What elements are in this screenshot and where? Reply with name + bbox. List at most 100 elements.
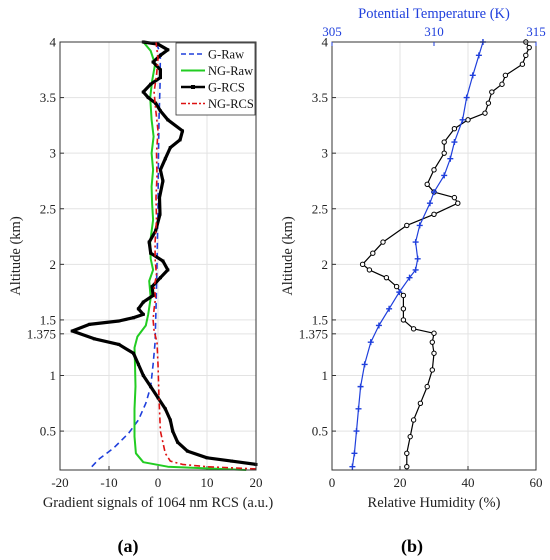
data-point xyxy=(351,450,358,457)
data-point xyxy=(441,139,447,145)
y-axis-label: Altitude (km) xyxy=(8,216,24,296)
x-axis-label: Gradient signals of 1064 nm RCS (a.u.) xyxy=(43,495,274,511)
data-point xyxy=(407,433,413,440)
data-point xyxy=(230,459,233,463)
data-point xyxy=(499,81,505,87)
data-point xyxy=(163,407,167,411)
data-point xyxy=(400,292,407,299)
legend: G-Raw NG-Raw G-RCS NG-RCS xyxy=(175,42,256,116)
data-point xyxy=(523,52,529,59)
plot-area xyxy=(332,42,536,470)
data-point xyxy=(181,129,184,133)
data-point xyxy=(92,337,96,341)
data-point xyxy=(414,255,421,262)
data-point xyxy=(361,361,368,368)
data-point xyxy=(519,61,526,67)
data-point xyxy=(158,53,162,57)
data-point xyxy=(161,179,165,183)
data-point xyxy=(156,42,160,46)
data-point xyxy=(149,385,153,389)
data-point xyxy=(412,239,419,246)
data-point xyxy=(451,126,458,132)
data-point xyxy=(393,283,400,290)
data-point xyxy=(168,146,172,150)
legend-entry: G-Raw xyxy=(208,48,244,62)
data-point xyxy=(117,342,121,346)
y-tick-label: 3 xyxy=(50,146,57,161)
data-point xyxy=(141,312,145,316)
series-ng-raw-line xyxy=(133,41,247,471)
data-point xyxy=(171,429,175,433)
data-point xyxy=(151,293,155,297)
data-point xyxy=(424,181,430,187)
data-point xyxy=(463,94,470,101)
data-point xyxy=(132,351,135,355)
data-point xyxy=(158,212,162,216)
x2-tick-label: 310 xyxy=(424,24,444,39)
data-point xyxy=(396,289,403,296)
y-tick-label: 3.5 xyxy=(312,90,328,105)
data-point xyxy=(205,456,209,460)
y-tick-label: 1 xyxy=(50,368,57,383)
y-tick-label: 0.5 xyxy=(40,424,56,439)
data-point xyxy=(431,330,437,336)
data-point xyxy=(451,194,458,201)
data-point xyxy=(475,52,482,59)
y-tick-label: 1.375 xyxy=(27,326,56,341)
y-tick-label: 1 xyxy=(322,368,329,383)
data-point xyxy=(163,157,167,161)
x-tick-label: 60 xyxy=(530,475,543,490)
data-point xyxy=(404,450,410,457)
y-tick-label: 2.5 xyxy=(40,201,56,216)
data-point xyxy=(166,118,170,122)
data-point xyxy=(404,463,410,470)
data-point xyxy=(176,440,180,444)
legend-entry: NG-Raw xyxy=(208,64,253,78)
data-point xyxy=(359,261,366,268)
data-point xyxy=(151,60,155,64)
data-point xyxy=(404,222,410,229)
legend-marker xyxy=(191,85,195,89)
data-point xyxy=(424,383,430,390)
y-tick-label: 0.5 xyxy=(312,424,328,439)
legend-entry: NG-RCS xyxy=(208,97,254,111)
data-point xyxy=(383,274,390,281)
data-point xyxy=(141,300,145,304)
data-point xyxy=(158,76,162,80)
data-point xyxy=(441,172,448,179)
data-point xyxy=(455,200,461,206)
y-axis-label: Altitude (km) xyxy=(280,216,296,296)
data-point xyxy=(410,417,417,423)
data-point xyxy=(431,211,437,218)
data-point xyxy=(406,274,413,281)
data-point xyxy=(146,96,150,100)
axes-frame xyxy=(59,41,257,471)
x-tick-label: 40 xyxy=(462,475,475,490)
y-tick-label: 2 xyxy=(322,257,329,272)
x-tick-label: 0 xyxy=(329,475,336,490)
data-point xyxy=(178,138,182,142)
data-point xyxy=(386,305,393,312)
data-point xyxy=(157,196,161,200)
data-point xyxy=(426,200,433,207)
x-tick-label: 20 xyxy=(250,475,263,490)
data-point xyxy=(366,267,373,273)
data-point xyxy=(168,418,172,422)
y-tick-label: 1.5 xyxy=(312,312,328,327)
data-point xyxy=(353,428,360,435)
data-point xyxy=(158,168,162,172)
data-point xyxy=(400,317,407,323)
data-point xyxy=(149,251,153,255)
data-point xyxy=(370,250,376,256)
data-point xyxy=(431,189,437,196)
data-point xyxy=(375,322,382,329)
y-tick-label: 3.5 xyxy=(40,90,56,105)
data-point xyxy=(132,316,135,320)
data-point xyxy=(154,229,158,233)
data-point xyxy=(147,240,151,244)
data-point xyxy=(431,350,437,356)
data-point xyxy=(367,339,374,346)
x-tick-label: 20 xyxy=(394,475,407,490)
